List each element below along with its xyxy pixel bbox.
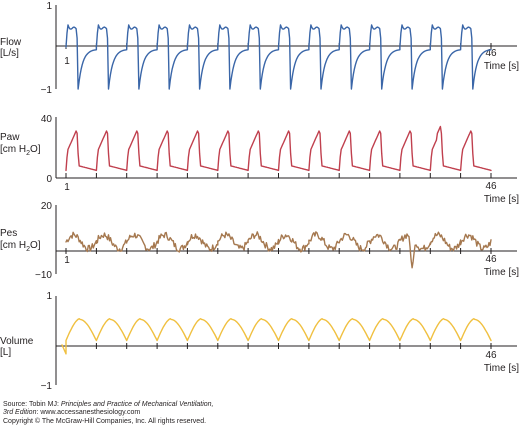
pes-label-unit-head: [cm H	[0, 240, 26, 251]
flow-trace	[65, 24, 492, 90]
volume-label-name: Volume	[0, 336, 34, 347]
source-title: Principles and Practice of Mechanical Ve…	[60, 401, 214, 408]
paw-label-unit-sub: 2	[26, 150, 30, 157]
paw-ytick-bottom: 0	[46, 174, 52, 185]
paw-label-name: Paw	[0, 132, 20, 143]
paw-label-unit-head: [cm H	[0, 144, 26, 155]
flow-label-unit: [L/s]	[0, 48, 19, 59]
pes-x-title: Time [s]	[484, 267, 519, 278]
paw-ytick-top: 40	[41, 114, 53, 125]
volume-x-title: Time [s]	[484, 363, 519, 374]
pes-time-ticks	[65, 248, 492, 254]
paw-x-title: Time [s]	[484, 194, 519, 205]
paw-x-start-label: 1	[64, 182, 70, 193]
volume-panel: Volume [L] 1 −1 46 Time [s]	[0, 291, 519, 392]
volume-time-ticks	[65, 343, 492, 349]
paw-panel: Paw [cm H2O] 40 0 1 46 Time [s]	[0, 114, 519, 205]
volume-ytick-top: 1	[46, 291, 52, 302]
volume-ytick-bottom: −1	[41, 381, 53, 392]
flow-x-start-label: 1	[64, 56, 70, 67]
volume-label-unit: [L]	[0, 347, 11, 358]
source-line: Source: Tobin MJ: Principles and Practic…	[3, 401, 214, 409]
paw-label-unit-tail: O]	[30, 144, 41, 155]
pes-label-name: Pes	[0, 228, 17, 239]
flow-ytick-bottom: −1	[41, 85, 53, 96]
source-prefix: Source: Tobin MJ:	[3, 401, 61, 408]
volume-x-end-label: 46	[485, 350, 497, 361]
edition-text: 3rd Edition	[3, 409, 37, 417]
flow-panel: Flow [L/s] 1 −1 1 46 Time [s]	[0, 1, 519, 96]
pes-x-end-label: 46	[485, 254, 497, 265]
paw-x-end-label: 46	[485, 181, 497, 192]
flow-ytick-top: 1	[46, 1, 52, 12]
flow-x-end-label: 46	[485, 48, 497, 59]
pes-label-unit-tail: O]	[30, 240, 41, 251]
flow-x-title: Time [s]	[484, 61, 519, 72]
volume-trace	[61, 318, 492, 355]
paw-trace	[65, 125, 492, 172]
source-footer: Source: Tobin MJ: Principles and Practic…	[3, 401, 214, 426]
pes-panel: Pes [cm H2O] 20 −10 1 46 Time [s]	[0, 201, 519, 281]
pes-trace	[65, 231, 492, 269]
paw-time-ticks	[65, 173, 492, 178]
edition-line: 3rd Edition: www.accessanesthesiology.co…	[3, 409, 214, 417]
pes-ytick-top: 20	[41, 201, 53, 212]
pes-label-unit-sub: 2	[26, 246, 30, 253]
pes-ytick-bottom: −10	[35, 270, 52, 281]
pes-x-start-label: 1	[64, 255, 70, 266]
pes-label-unit: [cm H2O]	[0, 240, 41, 253]
copyright-line: Copyright © The McGraw-Hill Companies, I…	[3, 417, 207, 425]
flow-label-name: Flow	[0, 37, 22, 48]
site-text: : www.accessanesthesiology.com	[36, 409, 141, 417]
paw-label-unit: [cm H2O]	[0, 144, 41, 157]
